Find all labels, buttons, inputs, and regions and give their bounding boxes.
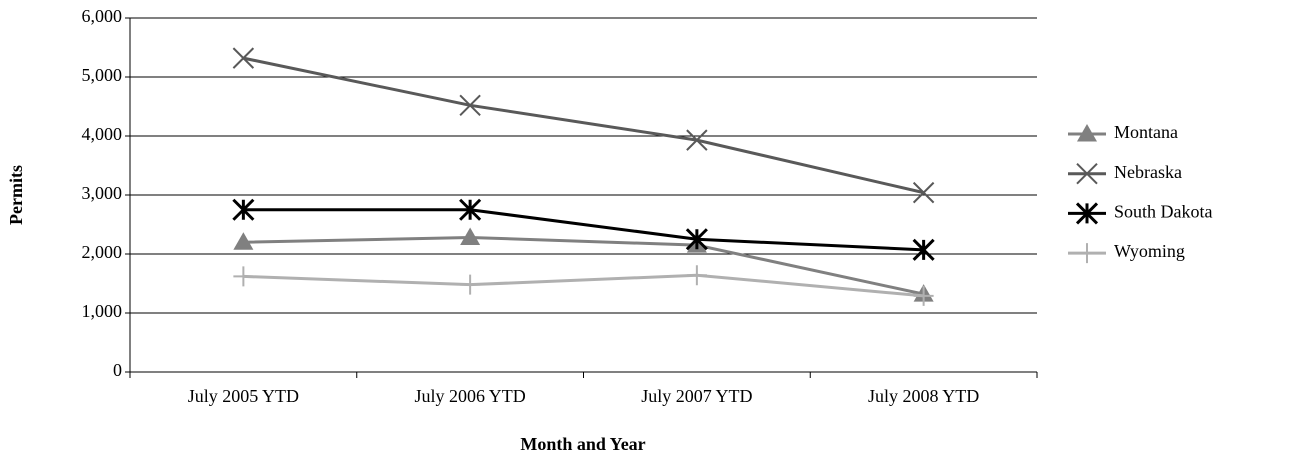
y-tick-label: 3,000 — [82, 183, 123, 203]
legend-label: South Dakota — [1114, 202, 1213, 222]
series-line — [243, 208, 924, 252]
y-tick-label: 4,000 — [82, 124, 123, 144]
x-tick-label: July 2008 YTD — [868, 386, 979, 406]
legend-marker — [1077, 124, 1097, 142]
legend-label: Montana — [1114, 122, 1178, 142]
point-marker — [686, 129, 708, 151]
point-marker — [912, 238, 935, 261]
point-marker — [232, 198, 255, 221]
x-tick-label: July 2005 YTD — [188, 386, 299, 406]
point-marker — [912, 181, 935, 204]
series-line — [243, 56, 924, 195]
point-marker — [685, 228, 708, 251]
y-tick-label: 5,000 — [82, 65, 123, 85]
x-axis-title: Month and Year — [520, 434, 645, 454]
point-marker — [459, 94, 481, 117]
series-line — [243, 235, 924, 296]
x-tick-label: July 2006 YTD — [414, 386, 525, 406]
x-tick-label: July 2007 YTD — [641, 386, 752, 406]
y-tick-label: 0 — [113, 360, 122, 380]
legend-marker — [1075, 202, 1099, 225]
point-marker — [233, 232, 254, 250]
point-marker — [459, 198, 482, 221]
point-marker — [460, 227, 481, 245]
series-line — [243, 273, 924, 298]
legend-label: Wyoming — [1114, 241, 1185, 261]
point-marker — [913, 285, 934, 306]
y-tick-label: 6,000 — [82, 6, 123, 26]
point-marker — [460, 274, 481, 295]
legend-marker — [1076, 162, 1098, 185]
legend-marker — [1077, 243, 1097, 264]
point-marker — [232, 47, 255, 69]
point-marker — [233, 266, 254, 287]
legend-label: Nebraska — [1114, 162, 1182, 182]
y-tick-label: 1,000 — [82, 301, 123, 321]
y-tick-label: 2,000 — [82, 242, 123, 262]
point-marker — [686, 265, 707, 286]
y-axis-title: Permits — [6, 165, 26, 225]
